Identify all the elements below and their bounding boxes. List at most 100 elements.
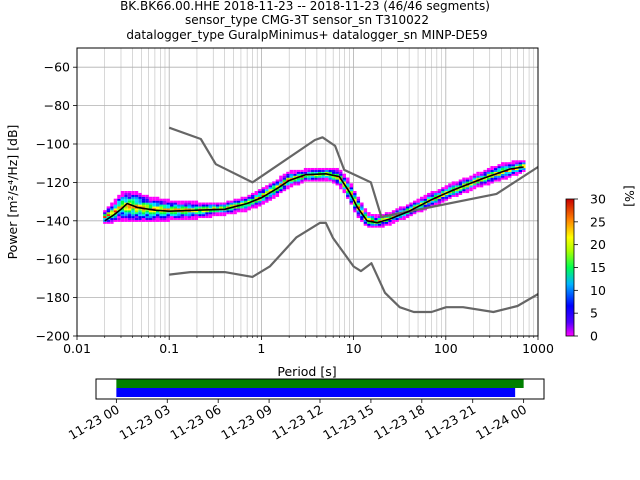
psd-cell	[275, 181, 280, 184]
psd-cell	[462, 187, 466, 190]
psd-cell	[515, 166, 519, 169]
psd-cell	[127, 194, 132, 197]
psd-cell	[437, 198, 442, 201]
psd-cell	[349, 183, 354, 186]
psd-cell	[110, 208, 114, 211]
psd-cell	[303, 179, 308, 182]
psd-cell	[293, 173, 297, 176]
psd-cell	[124, 210, 128, 213]
psd-cell	[412, 206, 417, 209]
psd-cell	[141, 208, 146, 211]
psd-cell	[289, 173, 294, 176]
psd-cell	[187, 217, 192, 220]
psd-cell	[173, 202, 177, 205]
psd-cell	[317, 167, 322, 171]
psd-cell	[131, 208, 135, 211]
psd-cell	[381, 225, 385, 228]
psd-cell	[247, 196, 251, 199]
psd-cell	[268, 185, 273, 188]
psd-cell	[339, 185, 343, 188]
psd-cell	[504, 164, 508, 167]
psd-cell	[141, 200, 146, 203]
psd-cell	[222, 202, 227, 205]
psd-cell	[370, 223, 375, 226]
psd-cell	[286, 185, 290, 188]
psd-cell	[472, 175, 477, 178]
colorbar-tick-label: 10	[590, 283, 606, 298]
psd-cell	[268, 183, 273, 186]
psd-cell	[402, 217, 406, 220]
psd-cell	[240, 206, 244, 209]
y-axis-label: Power [m²/s⁴/Hz] [dB]	[5, 125, 20, 260]
psd-cell	[226, 204, 230, 207]
psd-cell	[113, 200, 118, 203]
psd-cell	[127, 204, 132, 207]
psd-cell	[236, 200, 241, 203]
psd-cell	[215, 212, 220, 215]
psd-cell	[124, 208, 128, 211]
psd-cell	[152, 206, 156, 209]
psd-cell	[110, 206, 114, 209]
psd-cell	[455, 194, 459, 197]
psd-cell	[170, 200, 174, 203]
psd-cell	[339, 173, 343, 176]
psd-cell	[405, 206, 410, 209]
psd-cell	[500, 175, 505, 178]
timeline-tick-label: 11-24 00	[473, 402, 529, 443]
timeline-tick-label: 11-23 18	[371, 402, 427, 443]
psd-cell	[265, 194, 269, 197]
psd-cell	[444, 191, 449, 194]
psd-cell	[258, 194, 262, 197]
psd-cell	[120, 212, 125, 215]
psd-cell	[110, 212, 114, 215]
psd-cell	[356, 210, 361, 213]
psd-cell	[479, 171, 484, 174]
timeline-tick-label: 11-23 21	[422, 402, 478, 443]
psd-cell	[321, 179, 325, 182]
psd-cell	[300, 171, 304, 174]
psd-cell	[124, 206, 128, 209]
psd-cell	[148, 196, 153, 199]
psd-cell	[363, 223, 368, 226]
psd-cell	[233, 198, 237, 201]
psd-cell	[219, 206, 223, 209]
psd-cell	[402, 214, 406, 217]
psd-cell	[324, 169, 329, 172]
psd-cell	[342, 181, 346, 184]
psd-cell	[518, 171, 522, 174]
psd-cell	[201, 214, 206, 217]
psd-cell	[342, 191, 346, 194]
psd-cell	[465, 181, 470, 184]
psd-cell	[258, 189, 262, 192]
psd-cell	[300, 173, 304, 176]
psd-cell	[127, 214, 132, 217]
psd-cell	[159, 215, 163, 219]
psd-cell	[272, 183, 276, 186]
psd-cell	[444, 194, 449, 197]
psd-cell	[479, 181, 484, 184]
psd-cell	[303, 177, 308, 180]
psd-cell	[258, 204, 262, 207]
psd-cell	[518, 164, 522, 167]
psd-cell	[131, 212, 135, 215]
psd-cell	[458, 179, 463, 182]
psd-cell	[152, 198, 156, 201]
psd-cell	[138, 212, 142, 215]
psd-cell	[314, 179, 318, 182]
psd-cell	[374, 217, 378, 220]
psd-cell	[131, 198, 135, 201]
psd-cell	[289, 183, 294, 186]
psd-cell	[282, 179, 287, 182]
psd-cell	[310, 175, 315, 178]
psd-cell	[360, 202, 364, 205]
psd-cell	[265, 189, 269, 192]
psd-cell	[138, 214, 142, 217]
psd-cell	[490, 179, 494, 182]
psd-cell	[462, 179, 466, 182]
psd-cell	[166, 212, 170, 215]
psd-cell	[522, 166, 526, 169]
psd-cell	[462, 191, 466, 194]
psd-cell	[201, 202, 206, 205]
psd-cell	[437, 202, 442, 205]
psd-cell	[497, 175, 501, 178]
